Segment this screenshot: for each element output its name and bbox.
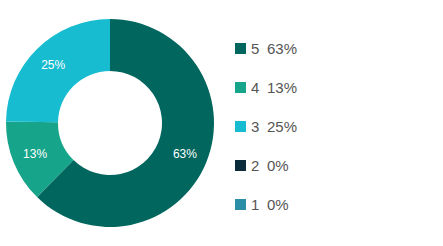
svg-text:0%: 0%	[267, 157, 289, 174]
svg-text:63%: 63%	[267, 40, 297, 57]
svg-text:2: 2	[251, 157, 259, 174]
svg-text:1: 1	[251, 196, 259, 213]
svg-text:5: 5	[251, 40, 259, 57]
svg-text:25%: 25%	[267, 118, 297, 135]
svg-text:3: 3	[251, 118, 259, 135]
svg-text:63%: 63%	[173, 147, 197, 161]
svg-text:4: 4	[251, 79, 259, 96]
svg-text:13%: 13%	[267, 79, 297, 96]
svg-text:0%: 0%	[267, 196, 289, 213]
svg-text:13%: 13%	[23, 147, 47, 161]
svg-text:25%: 25%	[41, 58, 65, 72]
